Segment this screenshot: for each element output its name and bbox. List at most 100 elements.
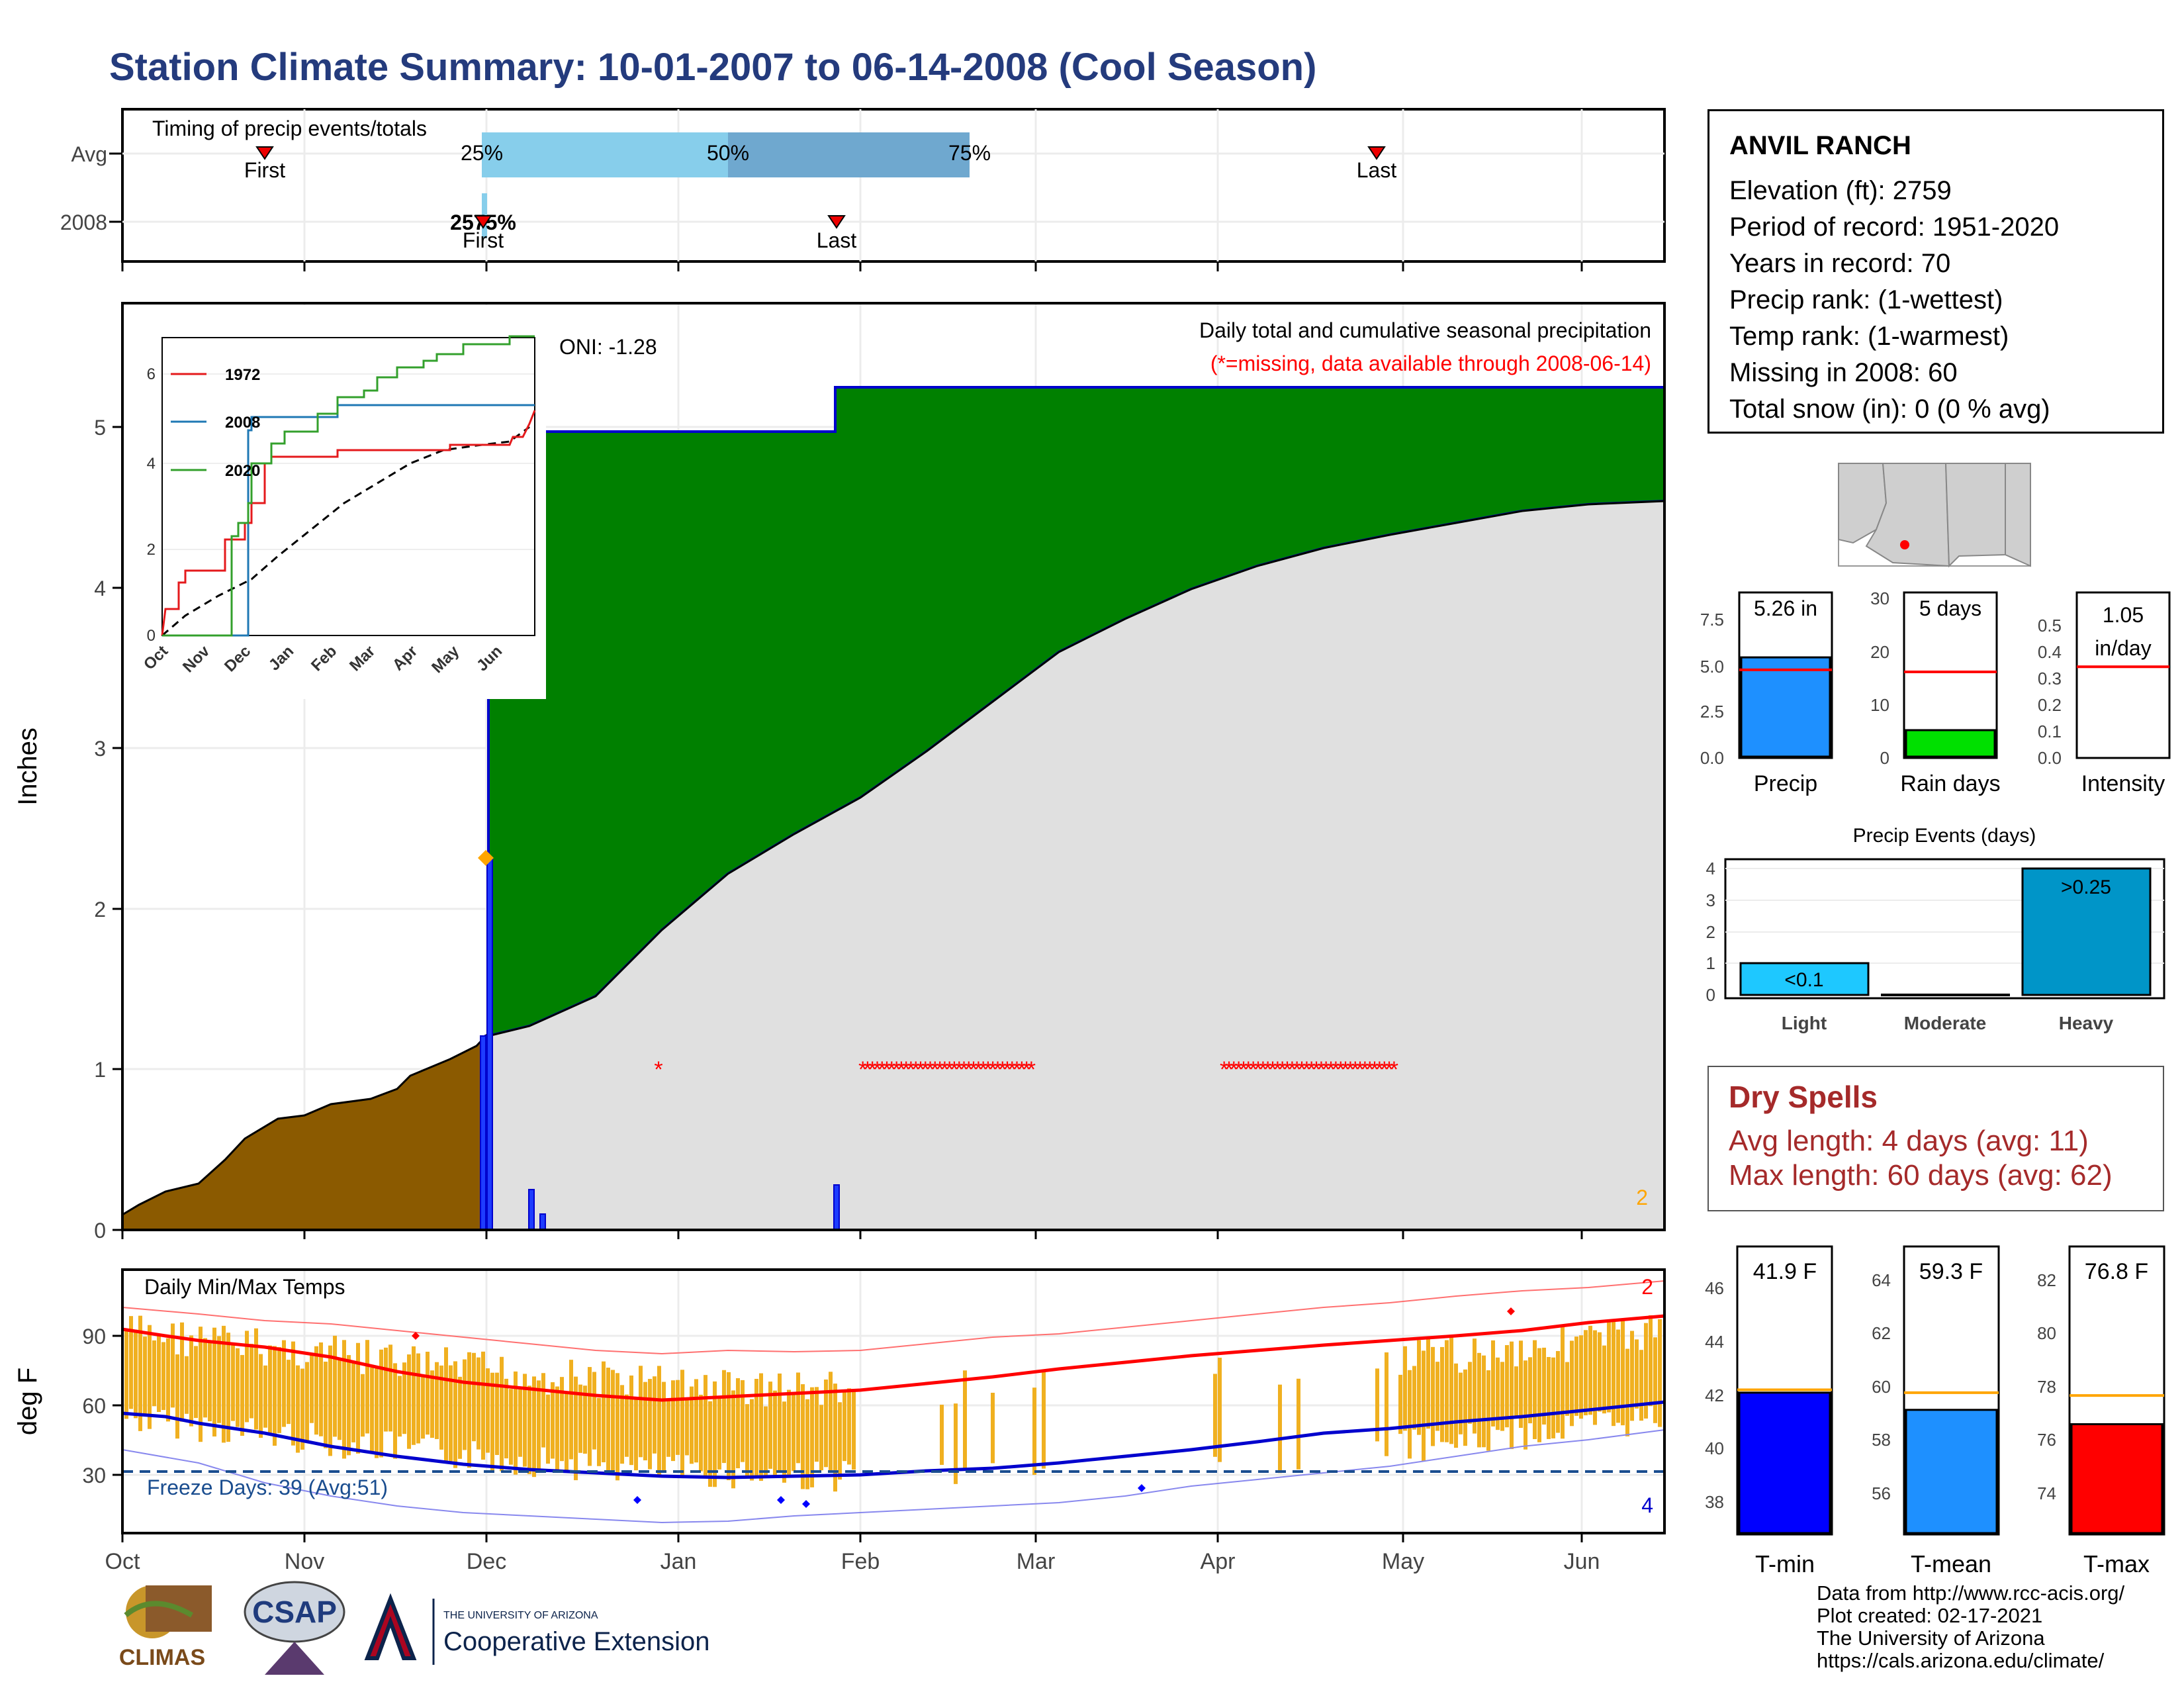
daily-temp-bar <box>222 1325 226 1443</box>
daily-temp-bar <box>940 1405 944 1465</box>
daily-temp-bar <box>416 1353 420 1444</box>
tmean-ytick: 64 <box>1872 1270 1891 1290</box>
daily-temp-bar <box>1459 1372 1463 1434</box>
precip-ytick: 0 <box>94 1219 106 1243</box>
daily-temp-bar <box>180 1322 184 1422</box>
daily-temp-bar <box>666 1399 670 1457</box>
csap-logo: CSAP <box>244 1581 345 1675</box>
station-name: ANVIL RANCH <box>1729 131 1911 160</box>
daily-temp-bar <box>402 1362 406 1434</box>
tmin-ytick: 38 <box>1705 1492 1724 1512</box>
daily-temp-bar <box>208 1342 212 1422</box>
daily-precip-bar <box>486 857 493 1231</box>
intensity-value-label: 1.05 <box>2103 603 2144 627</box>
rain-days-ytick: 10 <box>1870 695 1889 715</box>
daily-temp-bar <box>657 1366 661 1477</box>
daily-temp-bar <box>1551 1357 1555 1438</box>
daily-temp-bar <box>750 1399 754 1481</box>
daily-temp-bar <box>541 1373 545 1448</box>
tmax-x-label: T-max <box>2083 1550 2150 1577</box>
daily-temp-bar <box>1491 1340 1495 1427</box>
daily-temp-bar <box>1445 1340 1449 1442</box>
daily-temp-bar <box>620 1385 624 1464</box>
daily-temp-bar <box>1537 1348 1541 1442</box>
record-high-marker <box>412 1332 420 1340</box>
daily-temp-bar <box>991 1392 995 1464</box>
daily-temp-bar <box>722 1370 726 1464</box>
inset-ytick: 6 <box>147 365 156 383</box>
avg-p75-label: 75% <box>948 141 991 165</box>
precip-panel: * ************************************ *… <box>13 302 1666 1243</box>
daily-temp-bar <box>1435 1362 1439 1431</box>
inset-ytick: 0 <box>147 627 156 645</box>
precip-ytick: 3 <box>94 737 106 761</box>
climas-logo-text: CLIMAS <box>119 1645 205 1670</box>
daily-temp-bar <box>1570 1340 1574 1427</box>
daily-temp-bar <box>268 1345 272 1434</box>
tmax-chart: 76.8 F T-max 74 76 78 80 82 <box>2037 1245 2165 1577</box>
inset-ytick: 2 <box>147 541 156 559</box>
temps-count-bottom: 4 <box>1641 1493 1653 1517</box>
daily-temp-bar <box>194 1346 198 1419</box>
daily-temp-bar <box>1042 1371 1046 1469</box>
daily-temp-bar <box>338 1359 341 1440</box>
daily-temp-bar <box>463 1359 467 1450</box>
daily-temp-bar <box>490 1372 494 1471</box>
daily-temp-bar <box>481 1351 485 1460</box>
daily-temp-bar <box>847 1388 851 1465</box>
tmax-ytick: 76 <box>2037 1430 2056 1450</box>
daily-temp-bar <box>597 1397 601 1466</box>
freeze-days-label: Freeze Days: 39 (Avg:51) <box>147 1476 388 1499</box>
daily-temp-bar <box>625 1394 629 1457</box>
events-bar-heavy <box>2021 867 2152 996</box>
events-title: Precip Events (days) <box>1853 825 2036 847</box>
daily-temp-bar <box>523 1374 527 1467</box>
station-years: Years in record: 70 <box>1729 249 1951 278</box>
daily-temp-bar <box>1602 1345 1606 1414</box>
legend-label-2008: 2008 <box>225 414 260 432</box>
daily-temp-bar <box>833 1383 837 1492</box>
station-snow: Total snow (in): 0 (0 % avg) <box>1729 395 2050 424</box>
daily-temp-bar <box>388 1344 392 1432</box>
daily-temp-bar <box>129 1316 133 1409</box>
tmean-value-label: 59.3 F <box>1919 1259 1983 1284</box>
dry-spells-box: Dry Spells Avg length: 4 days (avg: 11) … <box>1707 1066 2164 1211</box>
daily-temp-bar <box>838 1402 842 1480</box>
month-label: May <box>1382 1549 1424 1574</box>
daily-temp-bar <box>342 1340 346 1459</box>
precip-total-chart: 5.26 in Precip 0.0 2.5 5.0 7.5 <box>1700 591 1833 796</box>
record-low-marker <box>777 1496 785 1504</box>
daily-temp-bar <box>370 1367 374 1452</box>
daily-temp-bar <box>1398 1374 1402 1434</box>
daily-temp-bar <box>852 1389 856 1470</box>
daily-temp-bar <box>1213 1374 1217 1457</box>
daily-temp-bar <box>333 1335 337 1437</box>
daily-temp-bar <box>671 1380 675 1462</box>
avg-q1-bar <box>482 132 728 177</box>
daily-precip-bar <box>539 1213 546 1231</box>
rain-days-ytick: 20 <box>1870 642 1889 662</box>
daily-temp-bar <box>291 1341 295 1446</box>
station-temp-rank: Temp rank: (1-warmest) <box>1729 322 2009 351</box>
daily-temp-bar <box>653 1376 657 1454</box>
daily-temp-bars <box>124 1315 1662 1492</box>
daily-temp-bar <box>467 1352 471 1468</box>
dry-spells-avg: Avg length: 4 days (avg: 11) <box>1729 1125 2089 1157</box>
daily-temp-bar <box>842 1391 846 1462</box>
daily-temp-bar <box>1514 1366 1518 1419</box>
daily-temp-bar <box>1649 1315 1653 1407</box>
daily-temp-bar <box>1584 1330 1588 1416</box>
intensity-ytick: 0.0 <box>2038 748 2062 768</box>
daily-temp-bar <box>685 1399 689 1456</box>
daily-temp-bar <box>458 1376 462 1459</box>
rain-days-ytick: 30 <box>1870 588 1889 608</box>
daily-temp-bar <box>134 1329 138 1419</box>
tmean-ytick: 62 <box>1872 1323 1891 1343</box>
daily-temp-bar <box>240 1354 244 1436</box>
tmax-ytick: 78 <box>2037 1377 2056 1397</box>
before-first-event-area <box>121 1033 487 1231</box>
daily-temp-bar <box>768 1382 772 1469</box>
legend-label-1972: 1972 <box>225 366 260 384</box>
daily-temp-bar <box>727 1372 731 1481</box>
daily-temp-bar <box>277 1346 281 1433</box>
